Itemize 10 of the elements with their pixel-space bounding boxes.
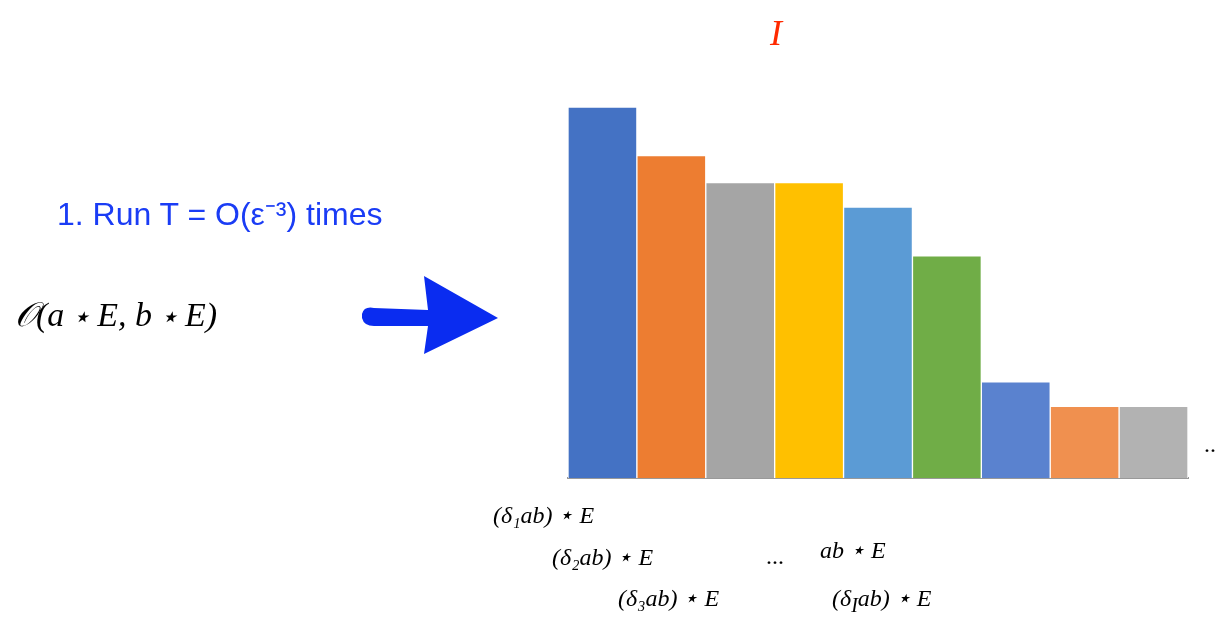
text: ..	[1204, 431, 1216, 458]
text: (δ$_{I}$ab) ⋆ E	[832, 584, 932, 617]
chart-title: I	[770, 12, 782, 54]
text: (δ₁ab) ⋆ E	[493, 501, 595, 529]
text: (δ₂ab) ⋆ E	[552, 543, 654, 571]
text: ...	[766, 543, 784, 570]
text: (δ₃ab) ⋆ E	[618, 584, 720, 612]
text: 𝒪(a ⋆ E, b ⋆ E)	[15, 296, 218, 335]
text: 1. Run T = O(ε⁻³) times	[57, 195, 383, 234]
text: ab ⋆ E	[820, 536, 886, 564]
